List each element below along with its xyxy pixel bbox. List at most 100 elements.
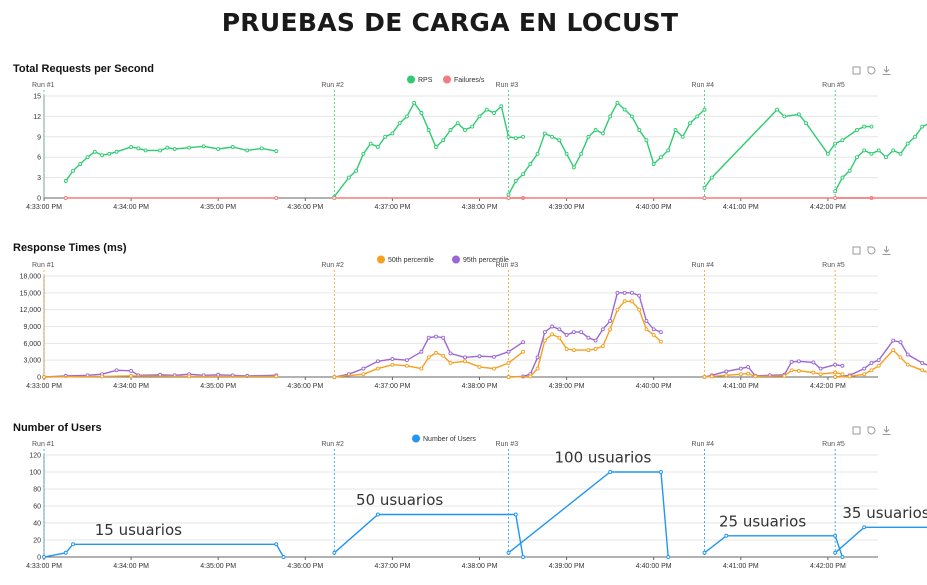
data-point (375, 359, 380, 364)
data-point (833, 196, 838, 200)
chart-panel-1: Total Requests per Second 15 12 9 6 3 04:33:00… (13, 63, 927, 211)
series-line (704, 535, 844, 558)
download-icon (882, 246, 891, 255)
users-annotation: 15 usuarios (95, 521, 182, 539)
zoom-icon-box (852, 246, 861, 255)
download-icon-arrow (882, 246, 891, 255)
page-title: PRUEBAS DE CARGA EN LOCUST (221, 8, 679, 37)
data-point (513, 512, 518, 517)
x-tick-label: 4:40:00 PM (636, 383, 672, 390)
legend-label: 50th percentile (388, 257, 434, 264)
data-point (528, 374, 533, 379)
data-point (869, 361, 874, 365)
data-point (42, 375, 46, 379)
data-point (521, 134, 525, 139)
x-tick-label: 4:34:00 PM (113, 204, 149, 211)
x-tick-label: 4:39:00 PM (549, 204, 585, 211)
data-point (702, 196, 707, 200)
data-point (550, 332, 555, 337)
data-point (85, 155, 90, 160)
data-point (724, 533, 729, 538)
download-icon-arrow (882, 66, 891, 75)
y-tick-label: 12,000 (20, 307, 42, 314)
data-point (158, 148, 163, 153)
x-tick-label: 4:40:00 PM (636, 204, 672, 211)
run-label: Run #5 (822, 441, 845, 448)
y-tick-label: 12 (33, 114, 41, 121)
data-point (796, 368, 801, 373)
data-point (709, 374, 714, 379)
data-point (622, 299, 627, 304)
legend-label: Failures/s (454, 77, 485, 84)
data-point (499, 104, 504, 109)
data-point (811, 370, 816, 375)
y-tick-label: 3 (37, 175, 41, 182)
data-point (441, 138, 446, 143)
x-tick-label: 4:42:00 PM (810, 204, 846, 211)
data-point (506, 349, 511, 354)
data-point (818, 372, 823, 377)
run-label: Run #1 (32, 441, 55, 448)
data-point (506, 361, 511, 365)
data-point (477, 354, 482, 359)
data-point (375, 145, 380, 149)
data-point (593, 338, 598, 343)
data-point (521, 349, 525, 354)
data-point (419, 366, 424, 371)
chart-title: Number of Users (13, 422, 102, 434)
series-line (333, 513, 524, 558)
y-tick-label: 6,000 (23, 341, 41, 348)
data-point (702, 185, 707, 190)
run-label: Run #2 (321, 262, 344, 269)
data-point (412, 100, 417, 105)
zoom-icon (852, 426, 861, 435)
data-point (629, 290, 634, 295)
data-point (542, 330, 547, 335)
data-point (920, 124, 925, 129)
y-tick-label: 9 (37, 134, 41, 141)
series-line (43, 375, 277, 378)
data-point (862, 148, 867, 153)
x-tick-label: 4:38:00 PM (462, 204, 498, 211)
data-point (753, 374, 758, 379)
data-point (521, 555, 525, 559)
data-point (898, 355, 903, 360)
data-point (629, 299, 634, 304)
data-point (702, 107, 707, 112)
data-point (419, 349, 424, 354)
data-point (506, 196, 511, 200)
x-tick-label: 4:33:00 PM (26, 204, 62, 211)
data-point (833, 533, 838, 538)
data-point (542, 338, 547, 343)
data-point (724, 369, 729, 374)
data-point (586, 335, 591, 340)
y-tick-label: 0 (37, 555, 41, 562)
data-point (644, 327, 649, 332)
data-point (426, 355, 431, 360)
data-point (506, 134, 511, 139)
data-point (143, 148, 148, 153)
series-line (508, 300, 662, 378)
y-tick-label: 0 (37, 196, 41, 203)
data-point (426, 128, 431, 132)
data-point (114, 368, 119, 373)
restore-icon-arc (867, 246, 876, 255)
series-line (834, 123, 927, 192)
data-point (804, 121, 809, 126)
data-point (847, 374, 852, 379)
data-point (187, 374, 192, 379)
data-point (622, 290, 627, 295)
x-tick-label: 4:40:00 PM (636, 563, 672, 570)
data-point (615, 307, 620, 312)
data-point (63, 196, 68, 200)
chart-panel-3: Number of Users 120 100 80 60 40 20 04:33:00 PM… (13, 422, 927, 570)
run-label: Run #4 (692, 82, 715, 89)
data-point (216, 147, 221, 151)
data-point (354, 168, 359, 173)
data-point (114, 149, 119, 154)
data-point (884, 155, 888, 160)
data-point (434, 145, 438, 149)
data-point (448, 351, 453, 356)
data-point (557, 138, 562, 143)
data-point (840, 555, 845, 559)
